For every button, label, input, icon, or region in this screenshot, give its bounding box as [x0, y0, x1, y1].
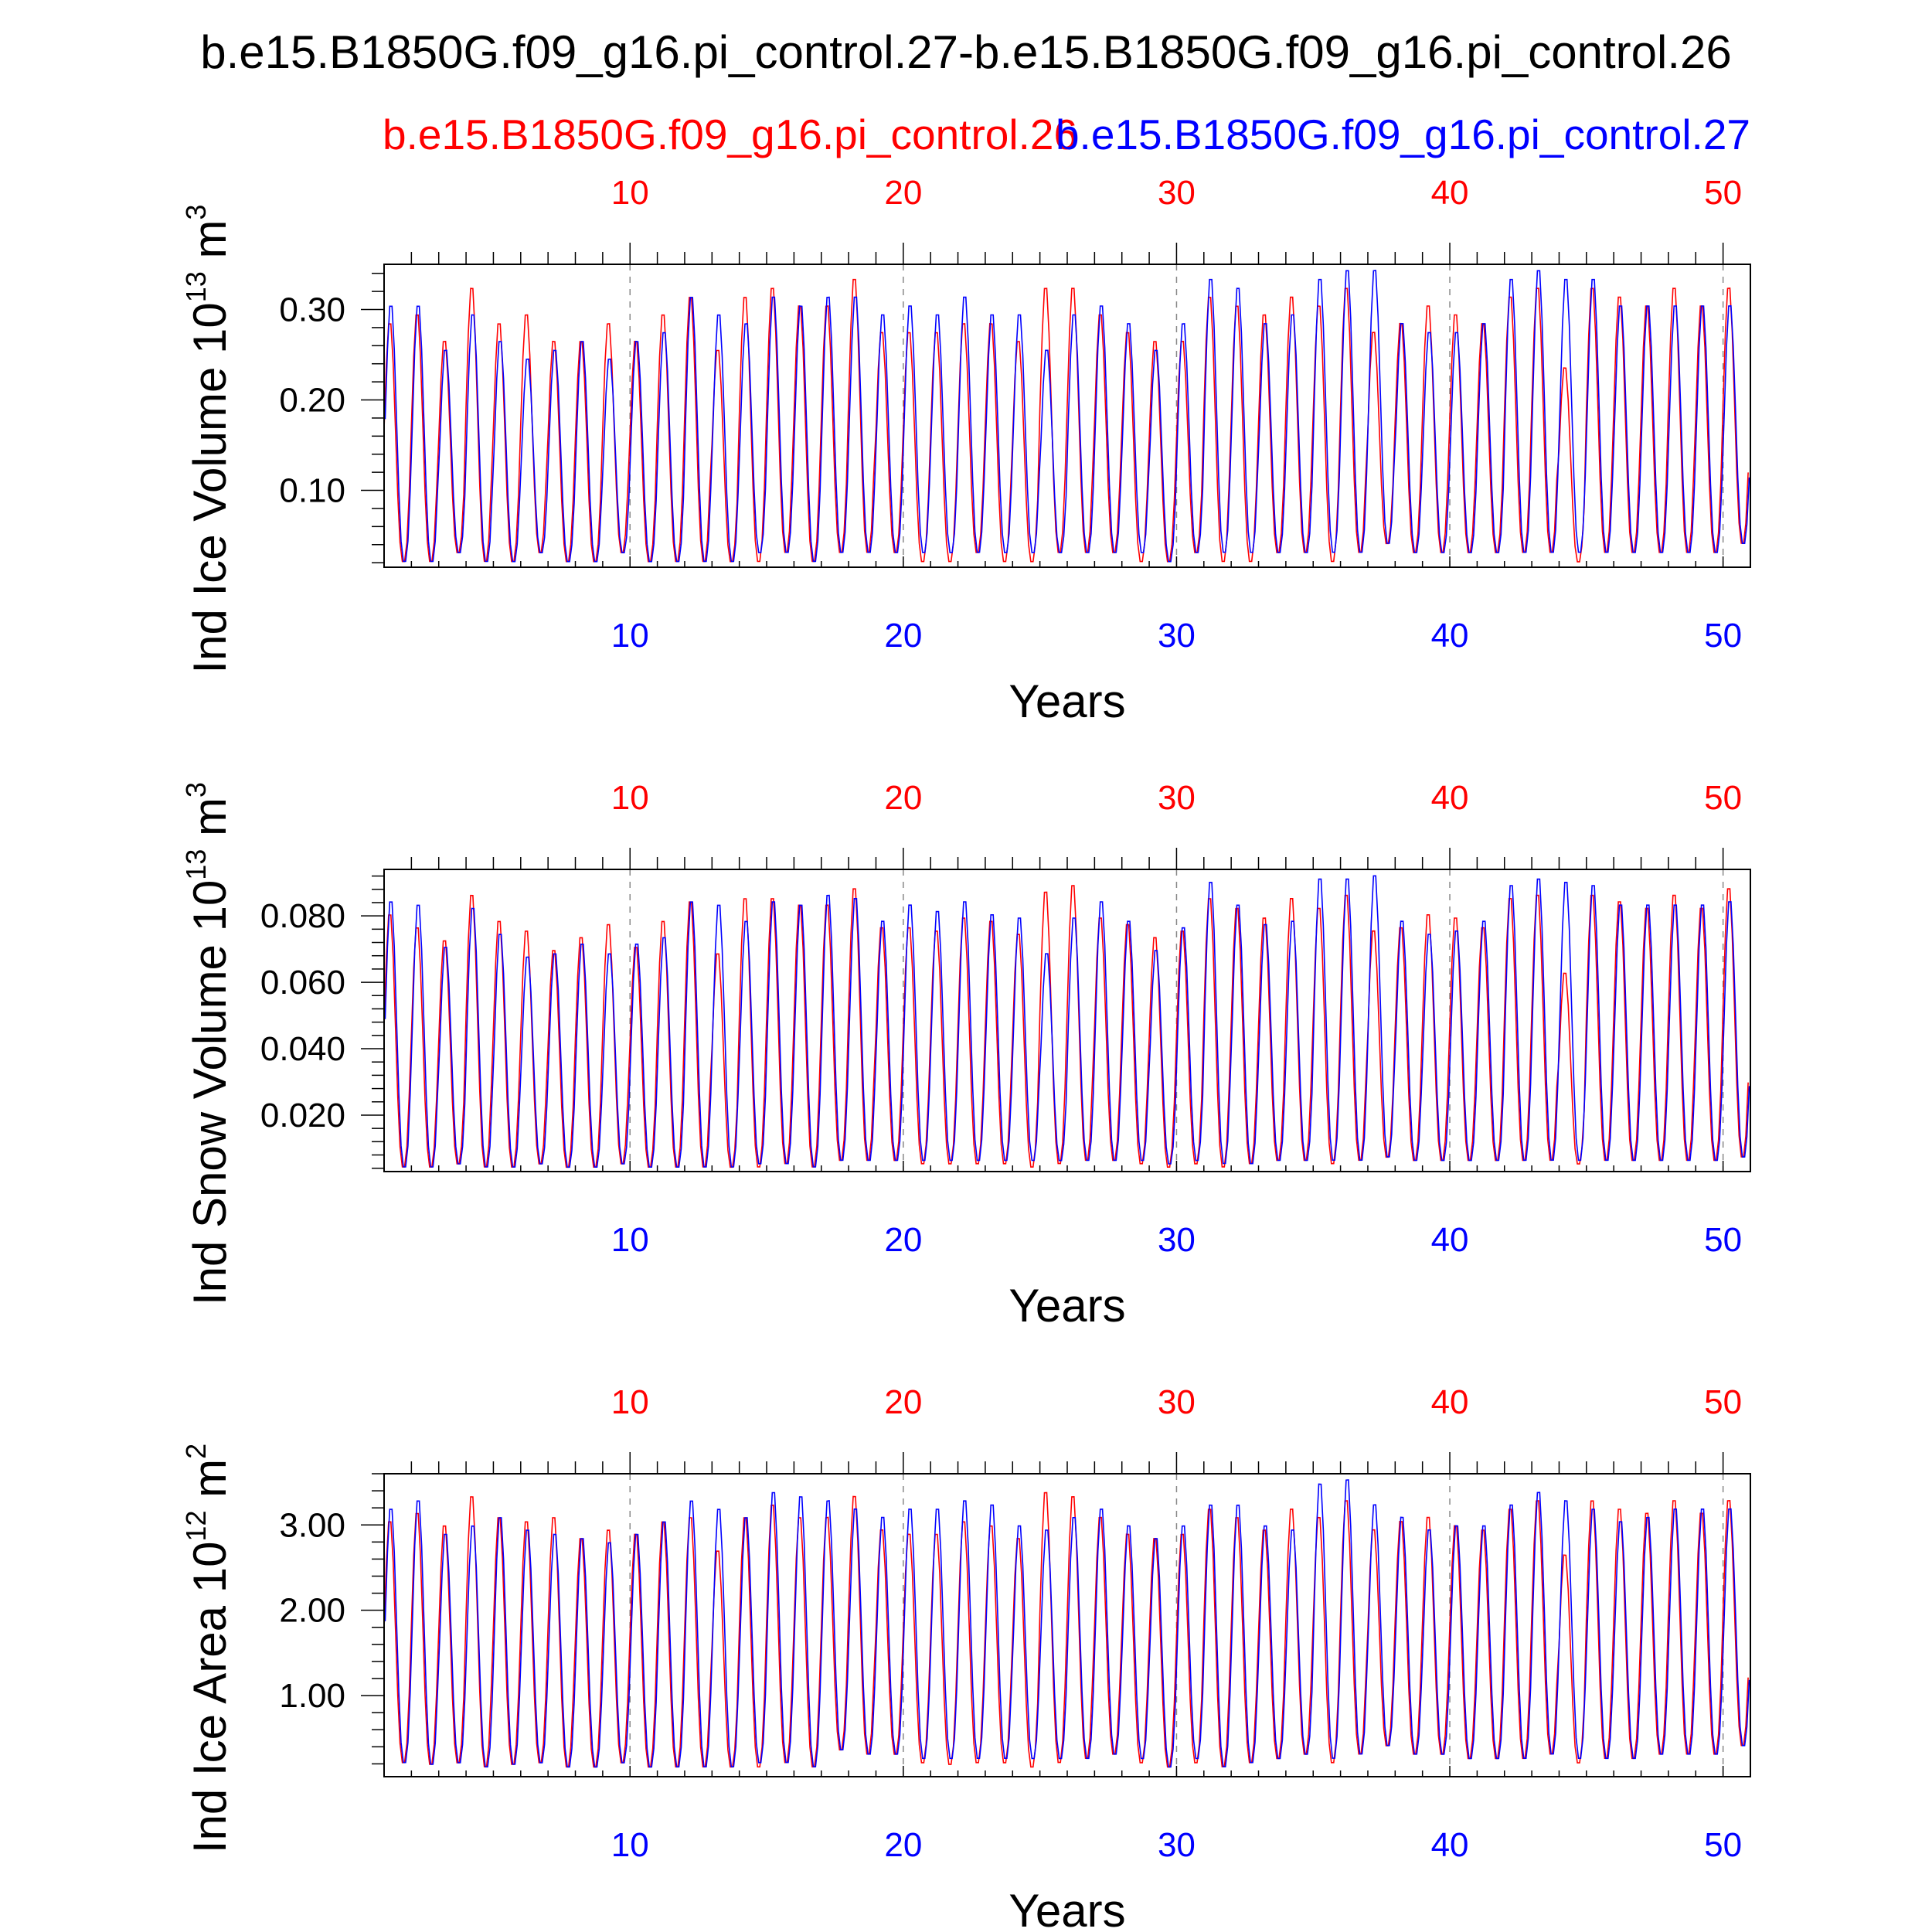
x-tick-label-bottom: 50 — [1704, 1826, 1742, 1864]
x-tick-label-top: 10 — [611, 1383, 649, 1421]
x-tick-label-bottom: 50 — [1704, 617, 1742, 655]
y-tick-label: 0.040 — [260, 1030, 345, 1068]
panel-1: 10 10 20 20 30 30 40 40 50 50 Years 0.10 0.20 0.30 Ind… — [180, 174, 1751, 727]
y-tick-label: 3.00 — [279, 1506, 345, 1544]
x-tick-label-bottom: 30 — [1158, 1221, 1196, 1259]
series-line-case-b — [384, 875, 1750, 1168]
x-tick-label-bottom: 40 — [1431, 1221, 1469, 1259]
x-tick-label-bottom: 10 — [611, 1221, 649, 1259]
series-line-case-a — [383, 278, 1749, 563]
x-tick-label-bottom: 20 — [884, 617, 922, 655]
y-tick-label: 0.020 — [260, 1097, 345, 1134]
series-line-case-b — [384, 1479, 1750, 1768]
x-tick-label-bottom: 50 — [1704, 1221, 1742, 1259]
x-tick-label-top: 10 — [611, 779, 649, 817]
x-tick-label-top: 50 — [1704, 779, 1742, 817]
panel-3: 10 10 20 20 30 30 40 40 50 50 Years 1.00 2.00 3.00 Ind… — [180, 1383, 1751, 1932]
x-tick-label-top: 40 — [1431, 174, 1469, 212]
x-tick-label-top: 20 — [884, 779, 922, 817]
x-tick-label-bottom: 40 — [1431, 617, 1469, 655]
x-tick-label-top: 30 — [1158, 174, 1196, 212]
main-title: b.e15.B1850G.f09_g16.pi_control.27-b.e15… — [200, 26, 1732, 78]
y-tick-label: 0.10 — [279, 472, 345, 510]
y-axis-label: Ind Snow Volume 1013 m3 — [180, 782, 236, 1305]
x-tick-label-top: 40 — [1431, 779, 1469, 817]
x-tick-label-bottom: 10 — [611, 617, 649, 655]
y-tick-label: 2.00 — [279, 1592, 345, 1630]
x-tick-label-bottom: 30 — [1158, 1826, 1196, 1864]
x-tick-label-top: 20 — [884, 1383, 922, 1421]
y-tick-label: 0.20 — [279, 382, 345, 420]
series-line-case-a — [383, 1492, 1749, 1768]
y-axis-label: Ind Ice Volume 1013 m3 — [180, 204, 236, 673]
x-tick-label-top: 40 — [1431, 1383, 1469, 1421]
x-tick-label-bottom: 30 — [1158, 617, 1196, 655]
x-tick-label-bottom: 10 — [611, 1826, 649, 1864]
x-tick-label-bottom: 40 — [1431, 1826, 1469, 1864]
x-tick-label-top: 50 — [1704, 174, 1742, 212]
x-tick-label-bottom: 20 — [884, 1826, 922, 1864]
x-axis-label: Years — [1009, 675, 1125, 727]
x-axis-label: Years — [1009, 1885, 1125, 1932]
legend-case-b: b.e15.B1850G.f09_g16.pi_control.27 — [1056, 111, 1750, 158]
x-tick-label-bottom: 20 — [884, 1221, 922, 1259]
series-line-case-a — [383, 885, 1749, 1168]
x-tick-label-top: 30 — [1158, 779, 1196, 817]
legend-case-a: b.e15.B1850G.f09_g16.pi_control.26 — [383, 111, 1077, 158]
x-tick-label-top: 30 — [1158, 1383, 1196, 1421]
series-line-case-b — [384, 270, 1750, 563]
panel-2: 10 10 20 20 30 30 40 40 50 50 Years 0.020 0.040 0.060… — [180, 779, 1751, 1332]
y-tick-label: 0.30 — [279, 291, 345, 329]
y-tick-label: 0.060 — [260, 964, 345, 1002]
x-tick-label-top: 20 — [884, 174, 922, 212]
x-tick-label-top: 50 — [1704, 1383, 1742, 1421]
y-tick-label: 1.00 — [279, 1677, 345, 1715]
y-tick-label: 0.080 — [260, 897, 345, 935]
x-tick-label-top: 10 — [611, 174, 649, 212]
x-axis-label: Years — [1009, 1280, 1125, 1332]
y-axis-label: Ind Ice Area 1012 m2 — [180, 1444, 236, 1853]
